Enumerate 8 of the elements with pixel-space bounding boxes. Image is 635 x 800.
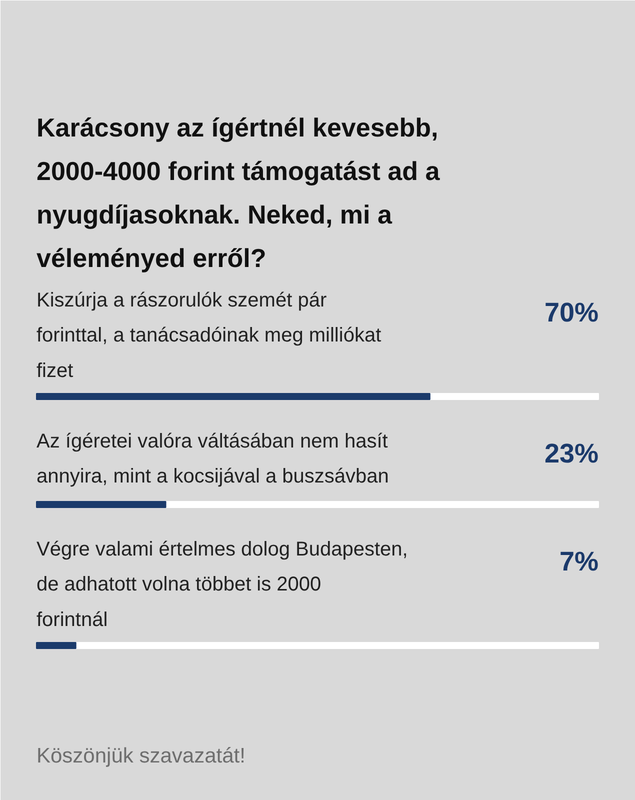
data-label: 7%: [559, 546, 599, 576]
text: Köszönjük szavazatát!: [36, 744, 246, 768]
y-tick-label: Végre valami értelmes dolog Budapesten, de adhatott volna többet is 2000 forintnál: [36, 538, 408, 631]
y-tick-label: Kiszúrja a rászorulók szemét pár forinttal, a tanácsadóinak meg milliókat fizet: [36, 290, 382, 382]
data-label: 23%: [544, 438, 599, 468]
y-tick-label: Az ígéretei valóra váltásában nem hasít annyira, mint a kocsijával a buszsávban: [36, 430, 389, 488]
chart-title: Karácsony az ígértnél kevesebb, 2000-4000 forint támogatást ad a nyugdíjasoknak. Neked, mi a véleményed erről?: [36, 112, 440, 273]
data-label: 70%: [544, 298, 599, 328]
